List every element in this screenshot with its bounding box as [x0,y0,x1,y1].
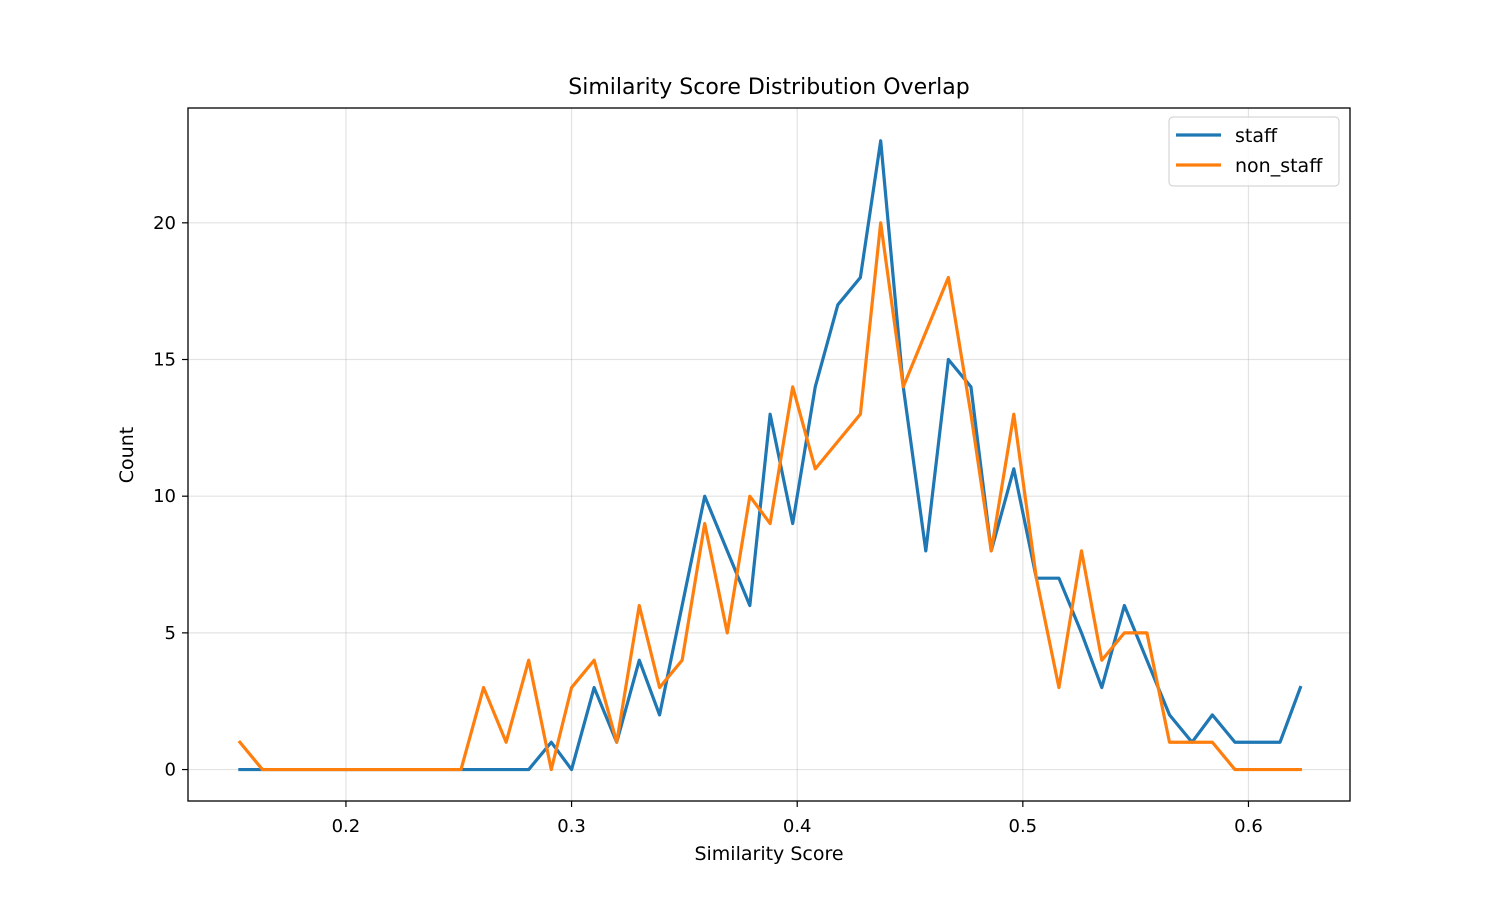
legend-label-non-staff: non_staff [1235,155,1323,177]
ticks: 0.2 0.3 0.4 0.5 0.6 0 5 10 15 20 [153,213,1263,837]
x-tick-label: 0.6 [1234,816,1263,837]
x-tick-label: 0.4 [783,816,812,837]
legend: staff non_staff [1168,116,1340,187]
y-tick-label: 0 [165,760,176,781]
y-tick-label: 20 [153,213,176,234]
grid [188,108,1350,801]
y-tick-label: 15 [153,350,176,371]
x-tick-label: 0.2 [332,816,361,837]
chart-title: Similarity Score Distribution Overlap [568,75,969,100]
x-axis-label: Similarity Score [694,843,843,865]
plot-frame [187,107,1351,802]
x-tick-label: 0.5 [1009,816,1038,837]
y-axis-label: Count [116,427,138,483]
y-tick-label: 10 [153,486,176,507]
y-tick-label: 5 [165,623,176,644]
series-layer [237,139,1303,772]
legend-label-staff: staff [1235,125,1278,147]
series-line-non-staff [237,221,1302,772]
x-tick-label: 0.3 [557,816,586,837]
